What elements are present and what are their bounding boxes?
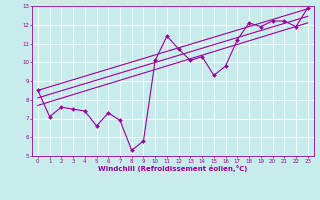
X-axis label: Windchill (Refroidissement éolien,°C): Windchill (Refroidissement éolien,°C) bbox=[98, 165, 247, 172]
